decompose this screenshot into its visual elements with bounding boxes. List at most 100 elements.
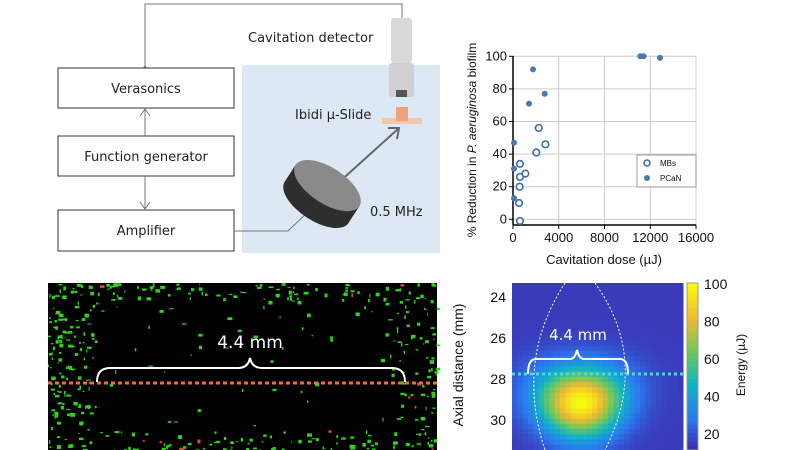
heatmap-cell	[634, 429, 641, 435]
heatmap-cell	[634, 309, 641, 315]
speck	[367, 434, 372, 437]
colorbar-segment	[687, 295, 698, 301]
heatmap-cell	[570, 366, 577, 373]
heatmap-cell	[634, 324, 641, 331]
heatmap-cell	[586, 413, 593, 420]
heatmap-cell	[544, 397, 550, 404]
heatmap-cell	[608, 444, 615, 450]
heatmap-cell	[570, 283, 577, 289]
speck	[58, 318, 64, 321]
heatmap-cell	[570, 345, 577, 352]
heatmap-cell	[640, 418, 647, 425]
heatmap-cell	[640, 329, 647, 336]
heatmap-cell	[634, 397, 641, 404]
speck	[182, 446, 187, 449]
speck	[430, 300, 434, 304]
speck	[216, 294, 221, 297]
heatmap-cell	[608, 350, 615, 357]
heatmap-cell	[645, 288, 652, 294]
heatmap-cell	[576, 397, 582, 404]
heatmap-cell	[656, 350, 663, 357]
heatmap-cell	[522, 382, 529, 388]
speck	[297, 300, 302, 305]
colorbar-segment	[687, 316, 698, 322]
heatmap-cell	[544, 329, 550, 336]
heatmap-cell	[608, 283, 615, 289]
heatmap-cell	[677, 392, 684, 399]
heatmap-cell	[677, 423, 684, 430]
speck	[293, 286, 295, 290]
heatmap-cell	[538, 434, 545, 441]
heatmap-cell	[640, 371, 647, 378]
slide-well	[396, 107, 408, 121]
speck	[431, 367, 433, 372]
data-point-pcan	[511, 195, 518, 202]
heatmap-cell	[592, 429, 598, 435]
speck	[420, 294, 424, 299]
heatmap-cell	[538, 340, 545, 347]
heatmap-cell	[554, 418, 561, 425]
speck	[429, 376, 431, 379]
speck	[63, 331, 68, 334]
heatmap-cell	[608, 324, 615, 331]
heatmap-cell	[608, 303, 615, 310]
data-point-mbs	[515, 216, 525, 226]
heatmap-cell	[533, 444, 540, 450]
heatmap-cell	[629, 335, 636, 341]
heatmap-cell	[522, 340, 529, 347]
heatmap-cell	[645, 434, 652, 441]
heatmap-cell	[576, 309, 582, 315]
heatmap-cell	[538, 387, 545, 394]
heatmap-cell	[522, 423, 529, 430]
speck	[159, 309, 164, 313]
heatmap-cell	[597, 293, 604, 300]
heatmap-cell	[672, 423, 679, 430]
heatmap-cell	[565, 329, 572, 336]
heatmap-cell	[586, 392, 593, 399]
colorbar-segment	[687, 370, 698, 376]
width-annotation: 4.4 mm	[217, 333, 283, 353]
heatmap-cell	[608, 298, 615, 305]
heatmap-cell	[666, 298, 673, 305]
speck	[80, 284, 84, 289]
heatmap-cell	[522, 408, 529, 414]
heatmap-cell	[565, 335, 572, 341]
speck	[56, 436, 61, 439]
heatmap-cell	[661, 314, 668, 321]
heatmap-cell	[517, 324, 524, 331]
heatmap-cell	[661, 408, 668, 414]
heatmap-cell	[554, 434, 561, 441]
speck	[411, 444, 414, 448]
speck	[342, 298, 345, 302]
heatmap-cell	[538, 439, 545, 446]
speck	[51, 295, 56, 300]
heatmap-cell	[586, 439, 593, 446]
heatmap-cell	[656, 382, 663, 388]
heatmap-cell	[538, 444, 545, 450]
heatmap-cell	[613, 397, 620, 404]
data-point-pcan	[541, 90, 548, 97]
heatmap-cell	[645, 356, 652, 362]
speck	[84, 365, 88, 369]
speck	[57, 402, 63, 405]
heatmap-cell	[618, 283, 625, 289]
speck	[67, 365, 70, 370]
heatmap-cell	[581, 397, 588, 404]
speck	[281, 347, 284, 350]
heatmap-cell	[581, 303, 588, 310]
heatmap-cell	[613, 408, 620, 414]
heatmap-cell	[629, 408, 636, 414]
heatmap-cell	[645, 309, 652, 315]
heatmap-cell	[544, 303, 550, 310]
heatmap-cell	[576, 298, 582, 305]
heatmap-cell	[565, 439, 572, 446]
speck	[161, 447, 166, 450]
heatmap-cell	[592, 329, 598, 336]
heatmap-cell	[560, 329, 566, 336]
speck	[406, 324, 410, 328]
heatmap-cell	[656, 283, 663, 289]
speck	[74, 352, 79, 356]
heatmap-cell	[581, 298, 588, 305]
colorbar-segment	[687, 337, 698, 342]
heatmap-cell	[528, 439, 534, 446]
